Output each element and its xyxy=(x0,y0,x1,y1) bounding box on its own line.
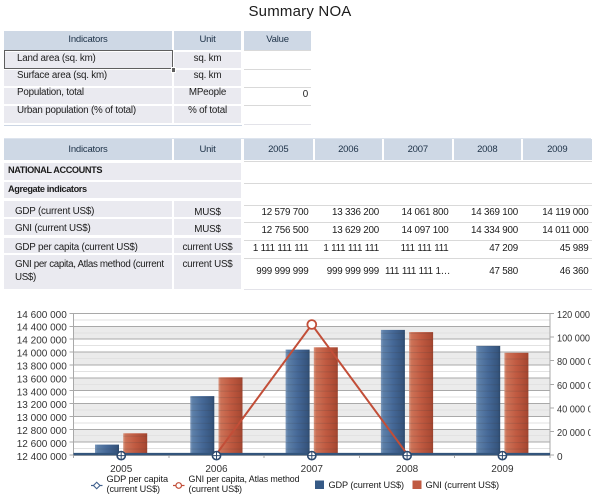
svg-text:13 200 000: 13 200 000 xyxy=(17,400,67,411)
svg-text:14 000 000: 14 000 000 xyxy=(17,349,67,360)
svg-text:13 000 000: 13 000 000 xyxy=(17,413,67,424)
svg-text:2007: 2007 xyxy=(301,464,324,475)
svg-text:(current US$): (current US$) xyxy=(107,484,161,495)
svg-text:0: 0 xyxy=(557,452,563,463)
svg-text:14 600 000: 14 600 000 xyxy=(17,310,67,321)
svg-text:40 000 00: 40 000 00 xyxy=(557,405,598,416)
svg-text:120 000: 120 000 xyxy=(557,310,590,321)
svg-text:GNI per capita, Atlas method: GNI per capita, Atlas method xyxy=(189,474,300,485)
svg-text:14 200 000: 14 200 000 xyxy=(17,336,67,347)
svg-text:GDP (current US$): GDP (current US$) xyxy=(329,480,405,491)
svg-text:13 600 000: 13 600 000 xyxy=(17,374,67,385)
svg-text:GDP per capita: GDP per capita xyxy=(107,474,169,485)
svg-text:100 000: 100 000 xyxy=(557,334,590,345)
svg-text:2009: 2009 xyxy=(491,464,514,475)
svg-text:12 800 000: 12 800 000 xyxy=(17,426,67,437)
svg-text:(current US$): (current US$) xyxy=(189,484,243,495)
svg-text:13 800 000: 13 800 000 xyxy=(17,362,67,373)
svg-text:80 000 00: 80 000 00 xyxy=(557,357,598,368)
svg-text:GNI (current US$): GNI (current US$) xyxy=(426,480,500,491)
svg-text:2006: 2006 xyxy=(205,464,228,475)
svg-text:12 600 000: 12 600 000 xyxy=(17,439,67,450)
svg-text:14 400 000: 14 400 000 xyxy=(17,323,67,334)
svg-text:12 400 000: 12 400 000 xyxy=(17,452,67,463)
svg-text:2008: 2008 xyxy=(396,464,419,475)
svg-text:13 400 000: 13 400 000 xyxy=(17,387,67,398)
svg-text:60 000 00: 60 000 00 xyxy=(557,381,598,392)
svg-text:20 000 00: 20 000 00 xyxy=(557,428,598,439)
svg-text:2005: 2005 xyxy=(110,464,133,475)
